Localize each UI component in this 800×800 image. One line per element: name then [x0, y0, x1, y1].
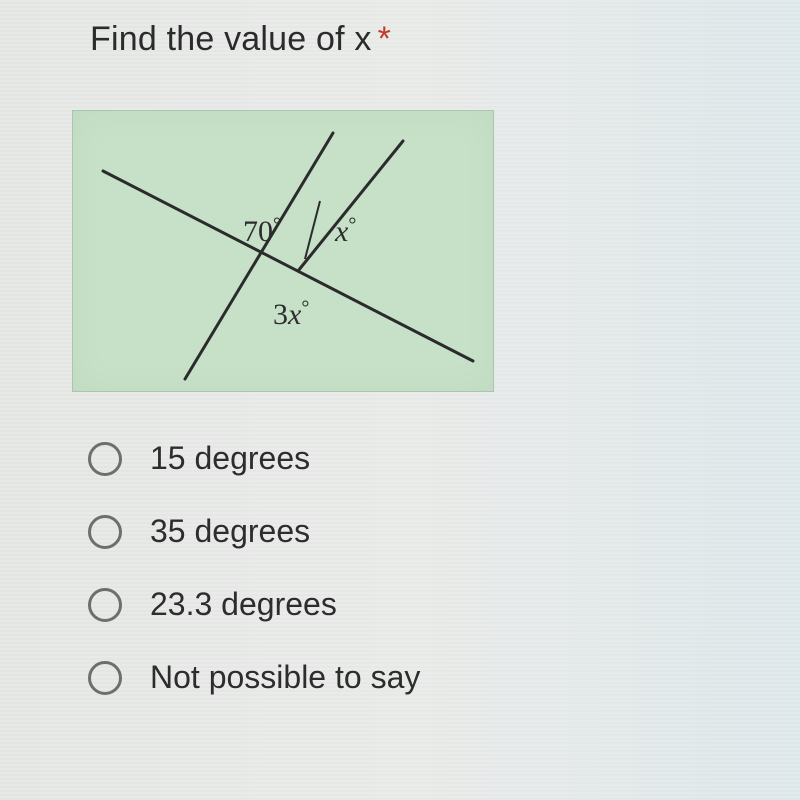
option-label: 23.3 degrees — [150, 586, 337, 623]
diagram-box: 70° x° 3x° — [72, 110, 494, 392]
angle-label-x: x° — [334, 214, 356, 248]
options-list: 15 degrees 35 degrees 23.3 degrees Not p… — [88, 440, 420, 696]
option-label: Not possible to say — [150, 659, 420, 696]
screen: Find the value of x* 70° x° 3x° 15 degre… — [0, 0, 800, 800]
radio-icon[interactable] — [88, 588, 122, 622]
option-row[interactable]: 15 degrees — [88, 440, 420, 477]
option-row[interactable]: Not possible to say — [88, 659, 420, 696]
option-row[interactable]: 23.3 degrees — [88, 586, 420, 623]
radio-icon[interactable] — [88, 515, 122, 549]
option-label: 15 degrees — [150, 440, 310, 477]
diagram-line-3 — [298, 141, 403, 271]
question-text: Find the value of x* — [90, 20, 391, 59]
diagram-svg: 70° x° 3x° — [73, 111, 493, 391]
angle-divider — [305, 201, 320, 259]
option-label: 35 degrees — [150, 513, 310, 550]
question-label: Find the value of x — [90, 20, 372, 58]
angle-label-70: 70° — [243, 214, 281, 248]
radio-icon[interactable] — [88, 442, 122, 476]
diagram-line-1 — [103, 171, 473, 361]
option-row[interactable]: 35 degrees — [88, 513, 420, 550]
required-asterisk: * — [378, 20, 391, 58]
angle-label-3x: 3x° — [273, 297, 309, 331]
radio-icon[interactable] — [88, 661, 122, 695]
